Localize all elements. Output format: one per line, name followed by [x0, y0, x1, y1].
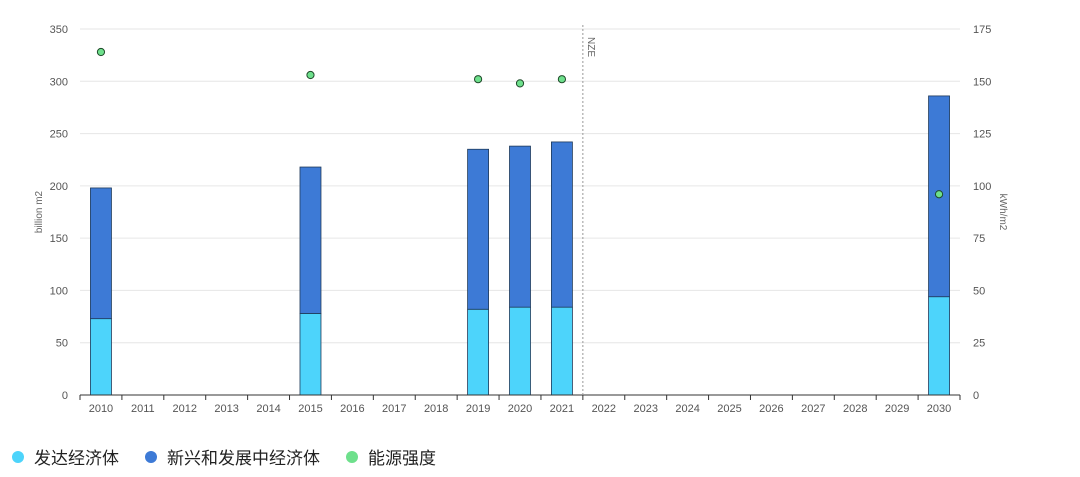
- y-tick-label: 250: [50, 129, 68, 141]
- bar-emerging: [509, 145, 531, 308]
- x-tick-label: 2019: [466, 403, 490, 415]
- legend-label: 发达经济体: [34, 449, 119, 468]
- x-tick-label: 2013: [214, 403, 238, 415]
- bar-developed: [90, 318, 112, 396]
- x-tick-label: 2017: [382, 403, 406, 415]
- x-tick-label: 2025: [717, 403, 741, 415]
- intensity-point: [306, 70, 315, 80]
- y2-tick-label: 150: [973, 76, 991, 88]
- x-tick-label: 2016: [340, 403, 364, 415]
- x-tick-label: 2027: [801, 403, 825, 415]
- y-tick-label: 100: [50, 285, 68, 297]
- bar-emerging: [90, 187, 112, 320]
- y-tick-label: 150: [50, 233, 68, 245]
- x-tick-label: 2022: [592, 403, 616, 415]
- axes: [79, 25, 961, 400]
- bar-developed: [299, 313, 322, 396]
- x-tick-label: 2024: [675, 403, 699, 415]
- y2-tick-label: 125: [973, 129, 991, 141]
- y2-tick-label: 25: [973, 338, 985, 350]
- legend-marker-developed: [12, 450, 24, 463]
- bar-emerging: [467, 148, 489, 310]
- legend-label: 能源强度: [368, 449, 436, 468]
- bar-developed: [551, 306, 573, 396]
- chart-canvas: 0 50 100 150 200 250 300 350 0 25 50 75 100 125 150 175…: [34, 24, 1008, 415]
- bar-emerging: [551, 141, 573, 308]
- intensity-points: [96, 47, 944, 199]
- x-tick-label: 2011: [131, 403, 155, 415]
- y-tick-label: 50: [56, 338, 68, 350]
- y2-tick-label: 100: [973, 181, 991, 193]
- x-tick-label: 2012: [173, 403, 197, 415]
- intensity-point: [515, 79, 525, 88]
- nze-annotation-label: NZE: [585, 37, 596, 57]
- x-tick-label: 2010: [89, 403, 113, 415]
- legend-marker-intensity: [346, 450, 358, 463]
- x-tick-label: 2014: [256, 403, 280, 415]
- x-tick-label: 2030: [927, 403, 951, 415]
- y-axis-title: billion m2: [34, 190, 45, 233]
- y-tick-label: 200: [50, 181, 68, 193]
- intensity-point: [96, 47, 106, 57]
- y2-tick-label: 75: [973, 233, 985, 245]
- legend: 发达经济体 新兴和发展中经济体 能源强度: [12, 444, 436, 469]
- y2-axis-title: kWh/m2: [997, 194, 1008, 231]
- intensity-point: [557, 75, 567, 84]
- y-tick-label: 0: [62, 390, 68, 402]
- tick-labels: 0 50 100 150 200 250 300 350 0 25 50 75 100 125 150 175…: [34, 24, 1008, 415]
- bar-developed: [467, 308, 489, 396]
- bar-series: [90, 95, 950, 396]
- x-tick-label: 2029: [885, 403, 909, 415]
- y-tick-label: 350: [50, 24, 68, 36]
- bar-developed: [509, 306, 531, 396]
- x-tick-label: 2026: [759, 403, 783, 415]
- y2-tick-label: 50: [973, 285, 985, 297]
- y-tick-label: 300: [50, 76, 68, 88]
- bar-developed: [928, 296, 950, 396]
- legend-item-intensity[interactable]: 能源强度: [346, 444, 436, 469]
- intensity-point: [934, 190, 944, 199]
- legend-item-developed[interactable]: 发达经济体: [12, 444, 119, 469]
- y2-tick-label: 175: [973, 24, 991, 36]
- x-tick-label: 2028: [843, 403, 867, 415]
- x-tick-label: 2018: [424, 403, 448, 415]
- legend-marker-emerging: [145, 450, 157, 463]
- intensity-point: [473, 75, 483, 84]
- legend-item-emerging[interactable]: 新兴和发展中经济体: [145, 444, 320, 469]
- x-tick-label: 2015: [298, 403, 322, 415]
- x-tick-label: 2023: [633, 403, 657, 415]
- x-tick-label: 2020: [508, 403, 532, 415]
- y2-tick-label: 0: [973, 390, 979, 402]
- legend-label: 新兴和发展中经济体: [167, 449, 320, 468]
- x-tick-label: 2021: [550, 403, 574, 415]
- bar-emerging: [299, 166, 322, 314]
